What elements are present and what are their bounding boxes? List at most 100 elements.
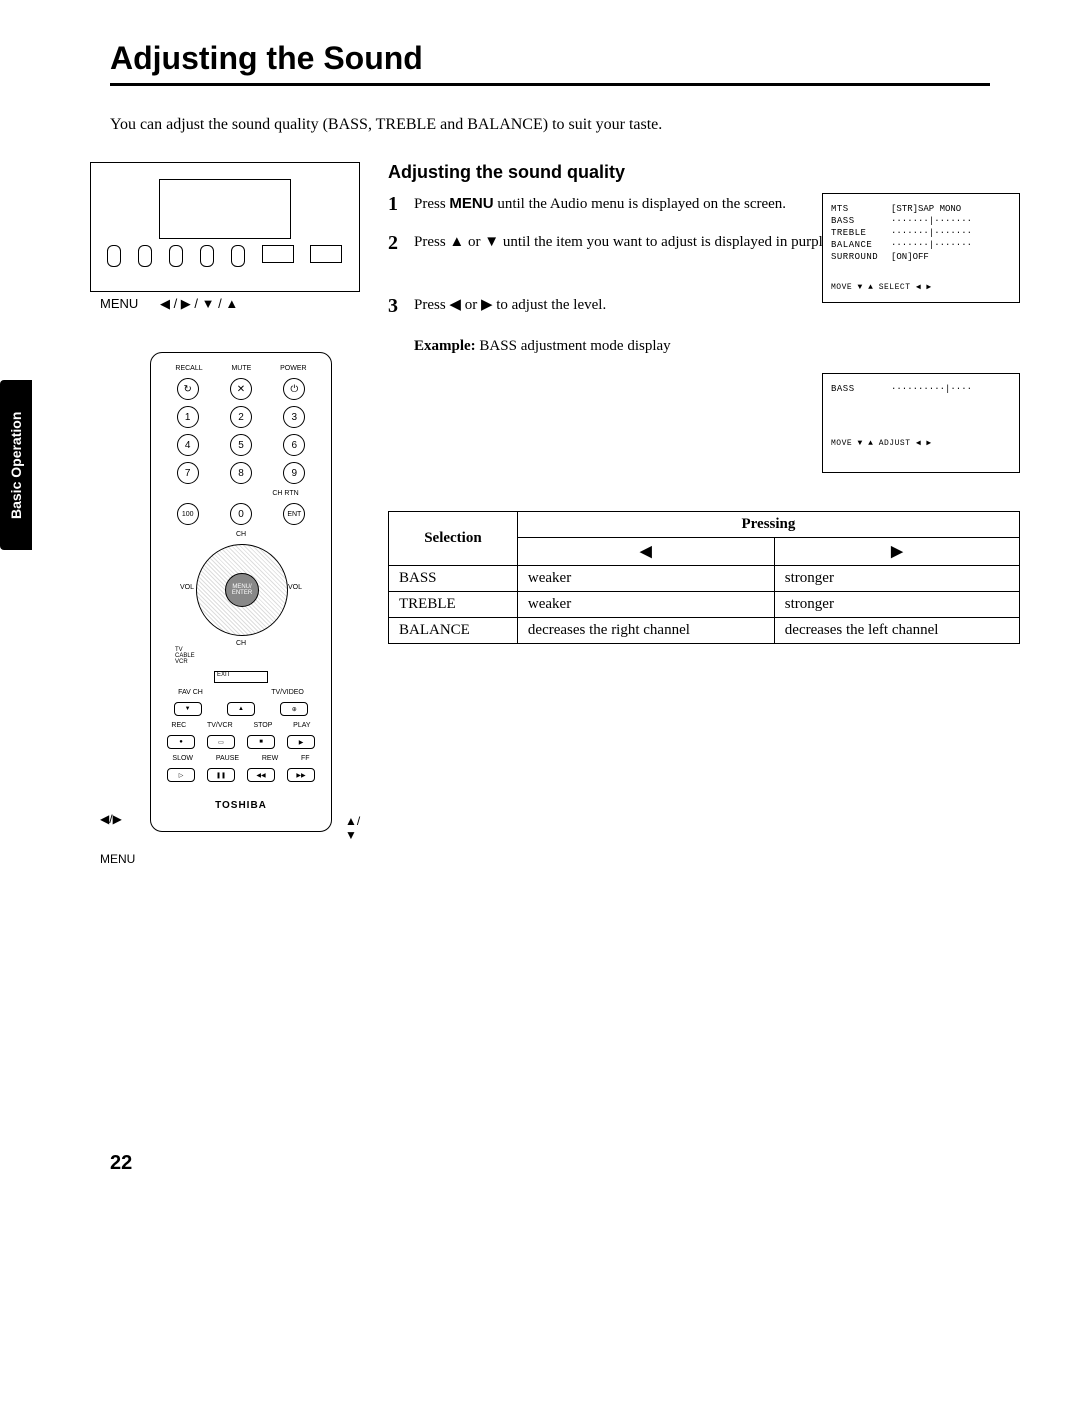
switch-vcr: VCR bbox=[175, 659, 321, 665]
numpad-100: 100 bbox=[177, 503, 199, 525]
table-row: BALANCE decreases the right channel decr… bbox=[389, 618, 1020, 644]
numpad-7: 7 bbox=[177, 462, 199, 484]
dpad-vol-left: VOL bbox=[180, 584, 194, 591]
tv-front-panel-diagram bbox=[90, 162, 360, 292]
chrtn-label: CH RTN bbox=[272, 490, 298, 497]
recall-button: ↻ bbox=[177, 378, 199, 400]
tv-knob bbox=[200, 245, 214, 267]
osd-label: MTS bbox=[831, 204, 885, 214]
osd-label: SURROUND bbox=[831, 252, 885, 262]
cell-left: weaker bbox=[517, 592, 774, 618]
pause-button: ❚❚ bbox=[207, 768, 235, 782]
tv-screen-outline bbox=[159, 179, 291, 239]
remote-brand: TOSHIBA bbox=[161, 800, 321, 811]
th-right-arrow: ▶ bbox=[774, 538, 1019, 566]
page-title: Adjusting the Sound bbox=[110, 40, 990, 86]
cell-right: stronger bbox=[774, 592, 1019, 618]
tv-panel-box bbox=[262, 245, 294, 263]
numpad-3: 3 bbox=[283, 406, 305, 428]
tvvideo-button: ⊕ bbox=[280, 702, 308, 716]
favch-up: ▲ bbox=[227, 702, 255, 716]
slow-button: ▷ bbox=[167, 768, 195, 782]
tv-knob bbox=[107, 245, 121, 267]
tvvcr-label: TV/VCR bbox=[207, 722, 233, 729]
step-number: 1 bbox=[388, 193, 404, 216]
osd-label: BASS bbox=[831, 216, 885, 226]
cell-selection: BALANCE bbox=[389, 618, 518, 644]
stop-button: ■ bbox=[247, 735, 275, 749]
cell-right: stronger bbox=[774, 566, 1019, 592]
th-pressing: Pressing bbox=[517, 512, 1019, 538]
tv-menu-label: MENU bbox=[100, 296, 138, 311]
ff-button: ▶▶ bbox=[287, 768, 315, 782]
example-text: BASS adjustment mode display bbox=[479, 338, 670, 354]
osd-audio-menu: MTS [STR]SAP MONO BASS ·······|······· TRE… bbox=[822, 193, 1020, 303]
table-row: BASS weaker stronger bbox=[389, 566, 1020, 592]
dpad-ch-top: CH bbox=[161, 531, 321, 538]
cell-left: weaker bbox=[517, 566, 774, 592]
numpad-6: 6 bbox=[283, 434, 305, 456]
cell-selection: TREBLE bbox=[389, 592, 518, 618]
pause-label: PAUSE bbox=[216, 755, 239, 762]
slow-label: SLOW bbox=[172, 755, 193, 762]
section-subhead: Adjusting the sound quality bbox=[388, 162, 1020, 183]
dpad-ch-bottom: CH bbox=[161, 640, 321, 647]
osd-bass-adjust: BASS··········|···· MOVE ▼ ▲ ADJUST ◀ ▶ bbox=[822, 373, 1020, 473]
menu-enter-button: MENU/ ENTER bbox=[225, 573, 259, 607]
remote-diagram: RECALL MUTE POWER ↻ ✕ ⏻ 1 2 3 4 5 6 7 8 bbox=[150, 352, 332, 832]
callout-ud-arrows: ▲/▼ bbox=[345, 814, 360, 842]
dpad: MENU/ ENTER VOL VOL bbox=[196, 544, 286, 634]
numpad-2: 2 bbox=[230, 406, 252, 428]
cell-left: decreases the right channel bbox=[517, 618, 774, 644]
ff-label: FF bbox=[301, 755, 310, 762]
play-label: PLAY bbox=[293, 722, 310, 729]
osd-footer: MOVE ▼ ▲ SELECT ◀ ▶ bbox=[831, 282, 1011, 292]
dpad-vol-right: VOL bbox=[288, 584, 302, 591]
power-button: ⏻ bbox=[283, 378, 305, 400]
osd-value: ·······|······· bbox=[891, 240, 1011, 250]
numpad-0: 0 bbox=[230, 503, 252, 525]
cell-right: decreases the left channel bbox=[774, 618, 1019, 644]
step-number: 2 bbox=[388, 232, 404, 255]
example-label: Example: bbox=[414, 338, 476, 354]
tv-panel-box bbox=[310, 245, 342, 263]
remote-label-power: POWER bbox=[280, 365, 306, 372]
tv-knob bbox=[138, 245, 152, 267]
page-number: 22 bbox=[110, 1152, 1020, 1175]
stop-label: STOP bbox=[253, 722, 272, 729]
callout-menu: MENU bbox=[100, 852, 135, 866]
numpad-9: 9 bbox=[283, 462, 305, 484]
sidebar-tab: Basic Operation bbox=[0, 380, 32, 550]
example-line: Example: BASS adjustment mode display bbox=[414, 338, 1020, 355]
favch-label: FAV CH bbox=[178, 689, 203, 696]
tv-knob bbox=[231, 245, 245, 267]
osd-value: ·······|······· bbox=[891, 216, 1011, 226]
table-row: TREBLE weaker stronger bbox=[389, 592, 1020, 618]
th-selection: Selection bbox=[389, 512, 518, 566]
osd-value: ·······|······· bbox=[891, 228, 1011, 238]
cell-selection: BASS bbox=[389, 566, 518, 592]
exit-button: EXIT bbox=[214, 671, 268, 683]
tvvideo-label: TV/VIDEO bbox=[271, 689, 304, 696]
numpad-5: 5 bbox=[230, 434, 252, 456]
rew-button: ◀◀ bbox=[247, 768, 275, 782]
tv-knob bbox=[169, 245, 183, 267]
osd-label: BASS bbox=[831, 384, 885, 394]
play-button: ▶ bbox=[287, 735, 315, 749]
tv-arrow-labels: ◀ / ▶ / ▼ / ▲ bbox=[160, 296, 238, 311]
tvvcr-button: ▭ bbox=[207, 735, 235, 749]
rew-label: REW bbox=[262, 755, 278, 762]
osd-value: [ON]OFF bbox=[891, 252, 1011, 262]
favch-down: ▼ bbox=[174, 702, 202, 716]
selection-table: Selection Pressing ◀ ▶ BASS weaker stron… bbox=[388, 511, 1020, 644]
numpad-1: 1 bbox=[177, 406, 199, 428]
osd-value: [STR]SAP MONO bbox=[891, 204, 1011, 214]
osd-label: BALANCE bbox=[831, 240, 885, 250]
callout-lr-arrows: ◀/▶ bbox=[100, 812, 122, 826]
ent-button: ENT bbox=[283, 503, 305, 525]
intro-text: You can adjust the sound quality (BASS, … bbox=[110, 116, 1020, 134]
rec-button: ● bbox=[167, 735, 195, 749]
osd-label: TREBLE bbox=[831, 228, 885, 238]
numpad-8: 8 bbox=[230, 462, 252, 484]
remote-label-recall: RECALL bbox=[175, 365, 202, 372]
